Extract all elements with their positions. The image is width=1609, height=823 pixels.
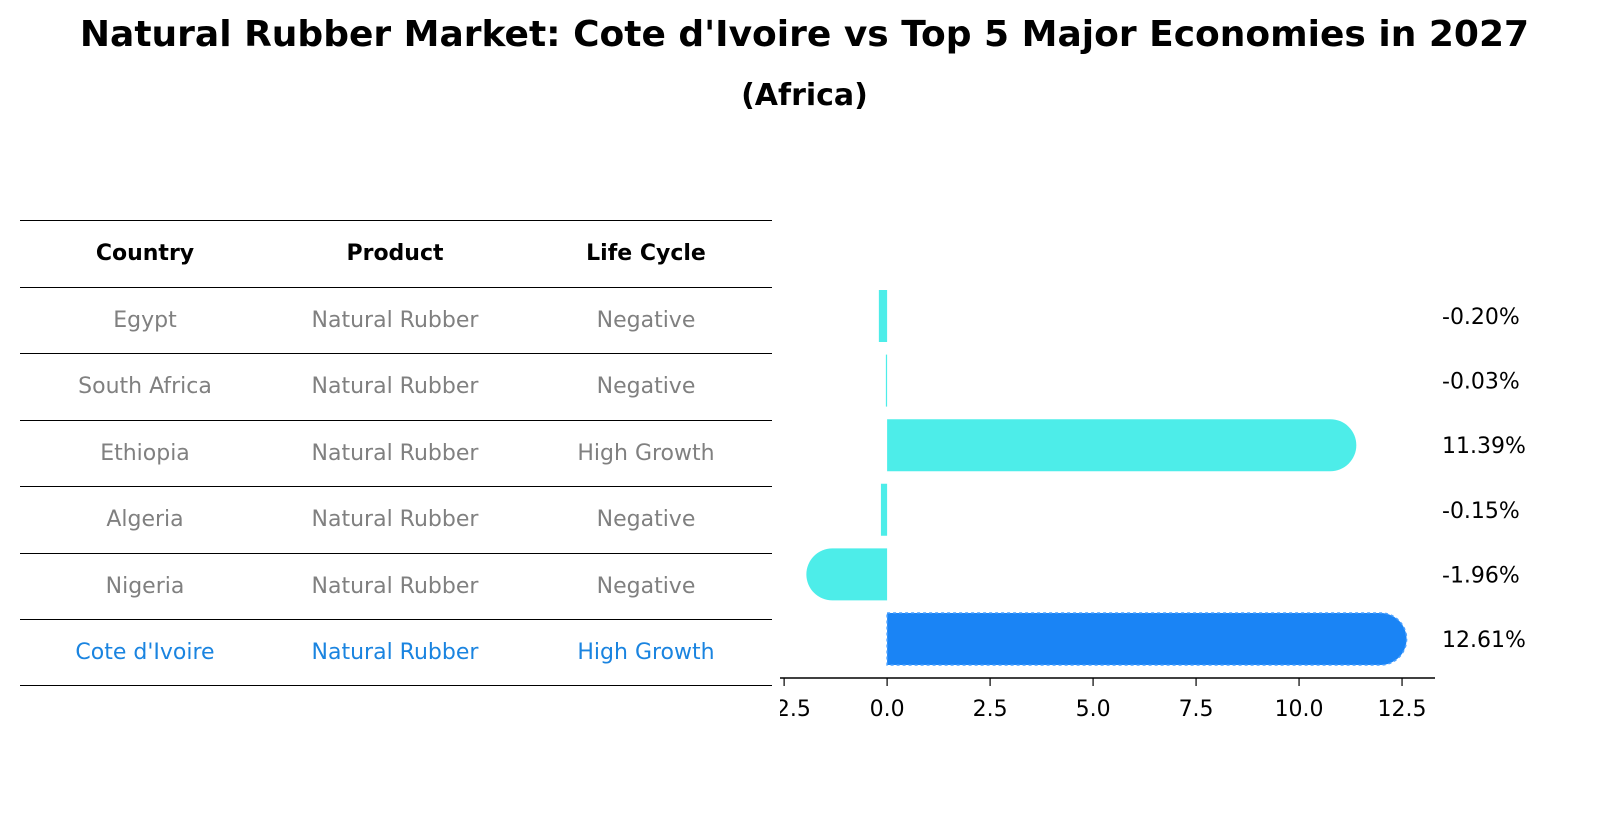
bar-south-africa bbox=[885, 354, 888, 407]
cell-country: Algeria bbox=[106, 507, 184, 533]
cell-country: Ethiopia bbox=[100, 440, 190, 466]
data-label: -1.96% bbox=[1442, 563, 1520, 588]
cell-life-cycle: High Growth bbox=[577, 639, 715, 665]
table-header-row: Country Product Life Cycle bbox=[20, 220, 772, 287]
chart-title: Natural Rubber Market: Cote d'Ivoire vs … bbox=[79, 14, 1530, 55]
bar-chart: -0.20% -0.03% 11.39% -0.15% -1.96% 12.61% −2.5… bbox=[780, 290, 1526, 722]
data-label: -0.20% bbox=[1442, 305, 1520, 330]
data-table: Country Product Life Cycle Egypt Natural… bbox=[20, 220, 772, 686]
x-tick-label: 12.5 bbox=[1378, 697, 1427, 722]
table-row: Algeria Natural Rubber Negative bbox=[20, 486, 772, 553]
x-tick-label: 0.0 bbox=[870, 697, 905, 722]
cell-life-cycle: Negative bbox=[596, 507, 696, 533]
cell-life-cycle: Negative bbox=[596, 374, 696, 400]
cell-product: Natural Rubber bbox=[311, 507, 479, 533]
bar-cote-d-ivoire bbox=[886, 612, 1408, 666]
bar-algeria bbox=[880, 483, 888, 536]
header-life-cycle: Life Cycle bbox=[586, 241, 706, 267]
cell-country: South Africa bbox=[78, 374, 212, 400]
bar-ethiopia bbox=[887, 419, 1357, 472]
data-label: -0.03% bbox=[1442, 370, 1520, 395]
x-tick-label: 2.5 bbox=[973, 697, 1008, 722]
table-row-highlighted: Cote d'Ivoire Natural Rubber High Growth bbox=[20, 619, 772, 686]
data-label: -0.15% bbox=[1442, 499, 1520, 524]
cell-life-cycle: Negative bbox=[596, 573, 696, 599]
header-product: Product bbox=[346, 241, 444, 267]
table-row: Ethiopia Natural Rubber High Growth bbox=[20, 419, 772, 487]
table-row: South Africa Natural Rubber Negative bbox=[20, 353, 772, 420]
x-tick-label: −2.5 bbox=[780, 697, 811, 722]
x-tick-label: 5.0 bbox=[1076, 697, 1111, 722]
header-country: Country bbox=[95, 241, 195, 267]
chart-subtitle: (Africa) bbox=[741, 78, 868, 113]
bar-nigeria bbox=[806, 548, 888, 601]
cell-product: Natural Rubber bbox=[311, 440, 479, 466]
cell-product: Natural Rubber bbox=[311, 573, 479, 599]
cell-country: Cote d'Ivoire bbox=[75, 639, 215, 665]
cell-life-cycle: Negative bbox=[596, 307, 696, 333]
table-row: Egypt Natural Rubber Negative bbox=[20, 286, 772, 354]
cell-product: Natural Rubber bbox=[311, 307, 479, 333]
cell-life-cycle: High Growth bbox=[577, 440, 715, 466]
cell-country: Egypt bbox=[113, 307, 177, 333]
x-tick-label: 10.0 bbox=[1275, 697, 1324, 722]
data-label: 11.39% bbox=[1442, 434, 1526, 459]
cell-product: Natural Rubber bbox=[311, 639, 479, 665]
cell-country: Nigeria bbox=[105, 573, 185, 599]
cell-product: Natural Rubber bbox=[311, 374, 479, 400]
bar-egypt bbox=[878, 290, 888, 342]
data-label: 12.61% bbox=[1442, 628, 1526, 653]
table-row: Nigeria Natural Rubber Negative bbox=[20, 552, 772, 620]
x-tick-label: 7.5 bbox=[1179, 697, 1214, 722]
